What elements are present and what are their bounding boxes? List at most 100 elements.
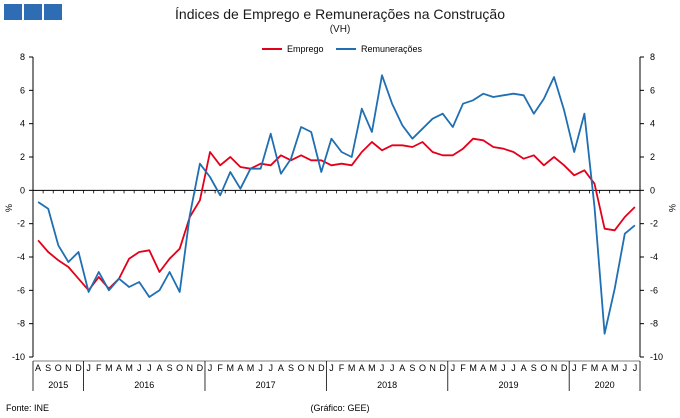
x-month-label: A xyxy=(399,363,405,373)
x-year-label: 2017 xyxy=(256,380,276,390)
x-month-label: D xyxy=(197,363,204,373)
x-month-label: O xyxy=(419,363,426,373)
x-month-label: F xyxy=(460,363,466,373)
x-month-label: O xyxy=(55,363,62,373)
x-month-label: M xyxy=(227,363,235,373)
x-month-label: J xyxy=(86,363,91,373)
chart-credit: (Gráfico: GEE) xyxy=(310,403,370,413)
legend-label: Remunerações xyxy=(361,44,423,54)
x-month-label: J xyxy=(268,363,273,373)
x-month-label: A xyxy=(278,363,284,373)
x-month-label: A xyxy=(359,363,365,373)
y-tick-label-right: 2 xyxy=(650,152,655,162)
y-tick-label-left: -4 xyxy=(17,252,25,262)
x-month-label: S xyxy=(531,363,537,373)
x-month-label: J xyxy=(208,363,213,373)
x-month-label: N xyxy=(65,363,72,373)
x-month-label: M xyxy=(490,363,498,373)
x-year-label: 2019 xyxy=(498,380,518,390)
y-axis-label-right: % xyxy=(667,204,677,212)
y-tick-label-right: -8 xyxy=(650,319,658,329)
x-month-label: M xyxy=(247,363,255,373)
y-tick-label-right: -4 xyxy=(650,252,658,262)
y-tick-label-left: -6 xyxy=(17,285,25,295)
x-month-label: N xyxy=(187,363,194,373)
y-tick-label-right: 6 xyxy=(650,85,655,95)
x-month-label: J xyxy=(380,363,385,373)
x-month-label: J xyxy=(329,363,334,373)
x-month-label: S xyxy=(288,363,294,373)
series-line-emprego xyxy=(37,137,636,292)
x-month-label: S xyxy=(167,363,173,373)
x-month-label: M xyxy=(105,363,113,373)
chart-title: Índices de Emprego e Remunerações na Con… xyxy=(175,6,505,22)
y-tick-label-left: -2 xyxy=(17,219,25,229)
x-month-label: J xyxy=(511,363,516,373)
x-month-label: J xyxy=(623,363,628,373)
y-tick-label-right: 4 xyxy=(650,119,655,129)
source-note: Fonte: INE xyxy=(6,403,50,413)
y-tick-label-right: -2 xyxy=(650,219,658,229)
y-tick-label-right: 8 xyxy=(650,52,655,62)
x-month-label: F xyxy=(339,363,345,373)
x-month-label: M xyxy=(591,363,599,373)
x-month-label: M xyxy=(611,363,619,373)
x-month-label: M xyxy=(469,363,477,373)
y-tick-label-right: -6 xyxy=(650,285,658,295)
x-month-label: A xyxy=(480,363,486,373)
x-month-label: A xyxy=(237,363,243,373)
x-month-label: J xyxy=(501,363,506,373)
x-month-label: J xyxy=(258,363,263,373)
x-month-label: A xyxy=(156,363,162,373)
x-month-label: F xyxy=(582,363,588,373)
logo-square xyxy=(24,4,42,20)
x-month-label: J xyxy=(572,363,577,373)
x-month-label: A xyxy=(116,363,122,373)
x-month-label: D xyxy=(75,363,82,373)
x-month-label: A xyxy=(35,363,41,373)
x-month-label: D xyxy=(318,363,325,373)
x-month-label: J xyxy=(390,363,395,373)
x-month-label: F xyxy=(96,363,102,373)
logo-square xyxy=(44,4,62,20)
x-month-label: J xyxy=(137,363,142,373)
y-tick-label-left: 8 xyxy=(20,52,25,62)
chart-subtitle: (VH) xyxy=(329,24,351,35)
y-tick-label-left: 4 xyxy=(20,119,25,129)
y-tick-label-right: 0 xyxy=(650,185,655,195)
x-month-label: D xyxy=(561,363,568,373)
x-month-label: A xyxy=(521,363,527,373)
x-month-label: M xyxy=(348,363,356,373)
x-month-label: F xyxy=(217,363,223,373)
ine-logo xyxy=(4,4,62,20)
x-month-label: O xyxy=(298,363,305,373)
y-axis-label-left: % xyxy=(4,204,14,212)
y-tick-label-right: -10 xyxy=(650,352,663,362)
x-year-label: 2018 xyxy=(377,380,397,390)
logo-square xyxy=(4,4,22,20)
x-month-label: S xyxy=(45,363,51,373)
y-tick-label-left: -10 xyxy=(12,352,25,362)
x-month-label: N xyxy=(308,363,315,373)
x-year-label: 2015 xyxy=(48,380,68,390)
x-month-label: J xyxy=(633,363,638,373)
x-month-label: A xyxy=(602,363,608,373)
y-tick-label-left: 6 xyxy=(20,85,25,95)
x-month-label: J xyxy=(451,363,456,373)
x-month-label: O xyxy=(540,363,547,373)
x-month-label: M xyxy=(125,363,133,373)
x-month-label: N xyxy=(429,363,436,373)
series-line-remuneracoes xyxy=(37,74,636,335)
x-month-label: O xyxy=(176,363,183,373)
x-month-label: N xyxy=(551,363,558,373)
x-month-label: S xyxy=(409,363,415,373)
y-tick-label-left: 0 xyxy=(20,185,25,195)
x-month-label: J xyxy=(147,363,152,373)
y-tick-label-left: 2 xyxy=(20,152,25,162)
x-month-label: M xyxy=(368,363,376,373)
x-year-label: 2016 xyxy=(134,380,154,390)
y-tick-label-left: -8 xyxy=(17,319,25,329)
x-year-label: 2020 xyxy=(595,380,615,390)
x-month-label: D xyxy=(439,363,446,373)
